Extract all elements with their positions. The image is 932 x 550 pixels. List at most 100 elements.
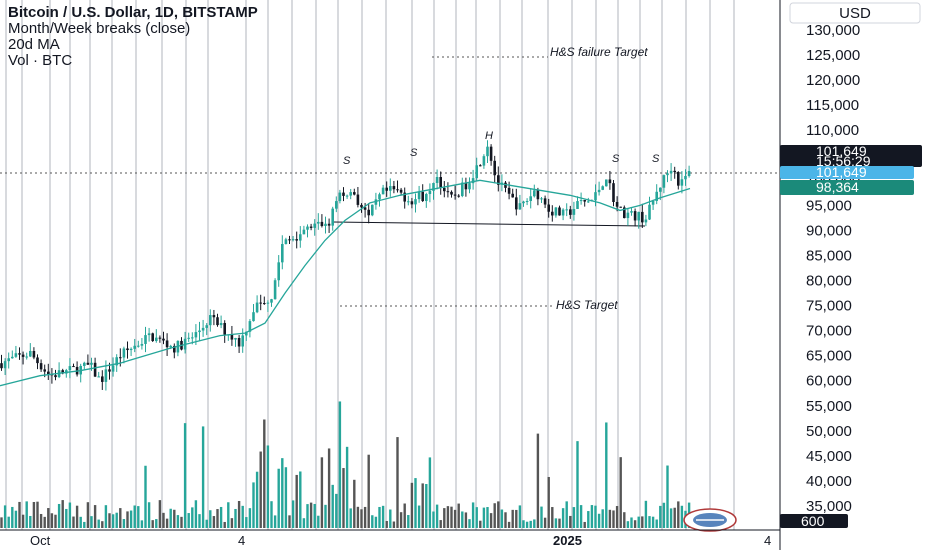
candle-body [327,223,331,226]
candle-body [61,370,64,374]
candle-body [277,262,280,281]
candle-body [320,221,324,227]
volume-bar [129,510,133,528]
price-tick-label: 50,000 [806,423,852,440]
volume-bar [122,519,126,528]
volume-bar [597,513,601,528]
volume-bar [137,506,140,528]
volume-bar [173,509,176,528]
candle-body [486,146,489,157]
legend-ma-indicator[interactable]: 20d MA [8,36,60,53]
candle-body [237,338,241,347]
volume-bar [36,501,39,528]
volume-bar [637,516,640,528]
volume-bar [133,505,136,528]
volume-bar [25,501,28,528]
volume-bar [50,513,54,528]
last-price-value: 101,649 [816,143,867,159]
volume-bar [11,506,14,528]
volume-bar [500,509,504,528]
volume-bar [673,507,676,528]
volume-bars [0,401,691,528]
candle-body [587,201,590,203]
price-tick-label: 55,000 [806,398,852,415]
volume-bar [453,509,457,528]
candle-body [122,348,126,358]
volume-bar [180,516,183,528]
candle-body [579,200,583,202]
candle-body [205,325,208,328]
volume-bar [90,516,93,528]
candle-body [331,208,334,226]
volume-bar [536,433,540,528]
price-axis[interactable]: USD 130,000 125,000 120,000 115,000 110,000 1… [779,0,932,550]
volume-bar [65,508,68,528]
legend-symbol-title[interactable]: Bitcoin / U.S. Dollar, 1D, BITSTAMP [8,4,258,21]
volume-bar [72,516,75,528]
currency-button[interactable] [789,2,921,24]
candle-body [281,243,284,263]
candle-body [248,321,252,332]
volume-bar [345,446,349,528]
candle-body [540,198,543,200]
legend-volume-indicator[interactable]: Vol · BTC [8,52,72,69]
price-tick-label: 90,000 [806,222,852,239]
candle-body [39,363,43,370]
candle-body [468,183,471,190]
price-tick-label: 120,000 [806,72,860,89]
volume-bar [234,508,237,528]
candle-body [111,365,115,372]
volume-bar [468,519,471,528]
candle-body [648,204,651,220]
candle-body [410,201,414,205]
volume-bar [93,505,97,528]
volume-bar [666,465,669,528]
volume-bar [605,422,608,528]
volume-bar [61,500,64,528]
candle-body [36,357,39,364]
volume-bar [475,507,478,528]
volume-bar [32,502,36,528]
volume-bar [590,505,594,528]
candle-body [489,146,493,161]
volume-bar [601,509,604,528]
candle-body [446,191,450,193]
candle-body [533,190,536,197]
candle-body [662,175,666,188]
candle-body [389,186,392,191]
candle-body [212,315,216,318]
candle-body [158,337,162,339]
candle-body [201,327,205,331]
time-axis[interactable]: Oct 4 2025 4 [0,529,780,548]
volume-bar [511,509,514,528]
volume-bar [111,514,115,528]
hs-failure-target-label: H&S failure Target [550,45,648,59]
candle-body [637,211,640,221]
candle-body [255,302,259,313]
volume-bar [669,508,673,528]
candle-body [83,362,86,366]
candle-body [169,345,172,348]
candles [0,140,691,391]
volume-bar [547,476,550,528]
price-ticks: 130,000125,000120,000115,000110,000100,0… [806,22,860,515]
candle-body [68,366,72,371]
candle-body [291,239,295,241]
volume-bar [493,503,496,528]
volume-bar [18,501,21,528]
volume-bar [342,468,345,528]
volume-bar [158,500,162,528]
volume-bar [230,518,234,528]
candle-body [630,211,633,213]
candle-body [525,201,529,203]
volume-bar [299,471,302,528]
candle-body [3,361,7,369]
volume-bar [360,509,363,528]
legend-breaks-indicator[interactable]: Month/Week breaks (close) [8,20,190,37]
month-week-break-lines [5,0,735,530]
candle-body [641,211,644,223]
volume-bar [183,423,187,528]
hs-label-right-shoulder-1: S [612,153,620,165]
candle-body [522,201,525,204]
